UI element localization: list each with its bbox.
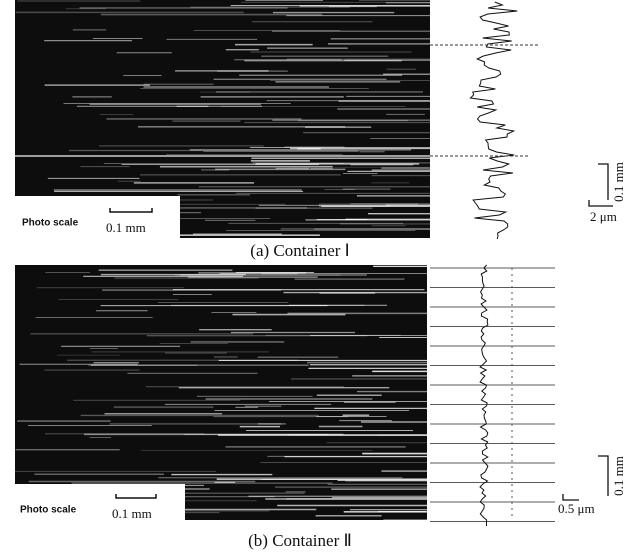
photo-background: [15, 265, 427, 520]
horizontal-scale-bar: [588, 200, 613, 207]
caption: (b) Container Ⅱ: [248, 531, 352, 550]
horizontal-scale: 2 μm: [590, 209, 617, 224]
label-box: [15, 484, 185, 524]
profile-a: [430, 1, 540, 240]
photo-scale-bar: [109, 208, 153, 213]
photo-scale-value: 0.1 mm: [106, 220, 146, 235]
profile-trace: [469, 1, 518, 240]
vertical-scale: 0.1 mm: [611, 456, 626, 496]
caption: (a) Container Ⅰ: [250, 241, 349, 260]
photo-b: [15, 265, 427, 521]
vertical-scale: 0.1 mm: [611, 162, 626, 202]
photo-scale-bar: [115, 494, 157, 499]
horizontal-scale: 0.5 μm: [558, 501, 595, 516]
vertical-scale-bar: [598, 163, 609, 200]
photo-scale-value: 0.1 mm: [112, 506, 152, 521]
profile-b: [430, 264, 555, 526]
photo-scale-label: Photo scale: [20, 505, 77, 516]
vertical-scale-bar: [598, 455, 609, 496]
horizontal-scale-bar: [562, 494, 579, 501]
profile-trace: [479, 264, 489, 526]
photo-scale-label: Photo scale: [22, 218, 79, 229]
label-box: [15, 196, 180, 240]
